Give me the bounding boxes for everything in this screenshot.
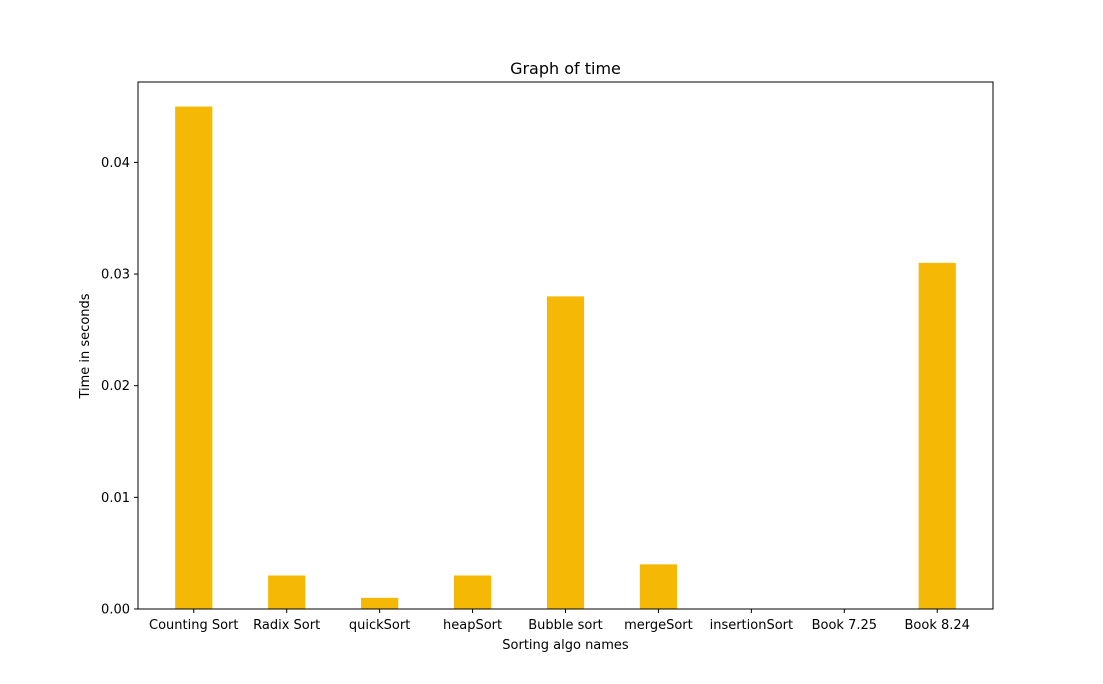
y-tick-label: 0.01 — [101, 491, 130, 506]
x-tick-label: Counting Sort — [149, 618, 239, 633]
x-tick-label: heapSort — [443, 618, 502, 633]
chart-title: Graph of time — [510, 59, 621, 78]
bar-radix-sort — [268, 575, 306, 609]
bars-group — [175, 106, 956, 609]
x-axis-ticks: Counting Sort Radix Sort quickSort heapSort… — [149, 609, 970, 633]
x-tick-label: insertionSort — [710, 618, 794, 633]
bar-mergesort — [639, 564, 678, 609]
bar-heapsort — [453, 575, 492, 609]
y-axis-label: Time in seconds — [78, 293, 93, 399]
y-tick-label: 0.04 — [101, 156, 130, 171]
bar-book-8-24 — [918, 262, 956, 609]
y-tick-label: 0.02 — [101, 379, 130, 394]
y-tick-label: 0.00 — [101, 603, 130, 618]
bar-counting-sort — [175, 106, 213, 609]
x-tick-label: Book 7.25 — [812, 618, 877, 633]
x-tick-label: mergeSort — [624, 618, 693, 633]
bar-bubble-sort — [546, 296, 585, 609]
y-axis-ticks: 0.00 0.01 0.02 0.03 0.04 — [101, 156, 138, 618]
x-tick-label: quickSort — [349, 618, 410, 633]
x-tick-label: Radix Sort — [253, 618, 320, 633]
x-tick-label: Book 8.24 — [905, 618, 970, 633]
y-tick-label: 0.03 — [101, 268, 130, 283]
x-tick-label: Bubble sort — [528, 618, 603, 633]
x-axis-label: Sorting algo names — [502, 638, 629, 653]
plot-frame — [137, 81, 994, 610]
bar-quicksort — [361, 597, 399, 609]
